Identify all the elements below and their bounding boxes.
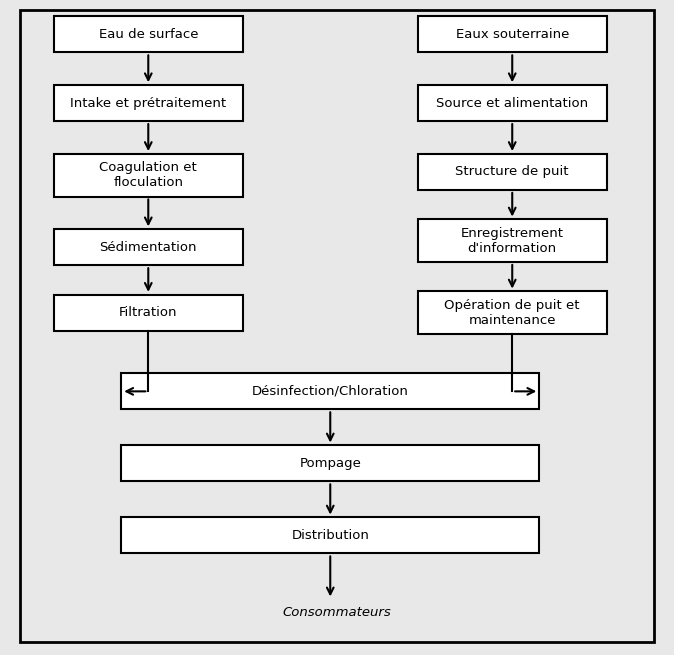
FancyBboxPatch shape [418, 154, 607, 190]
Text: Désinfection/Chloration: Désinfection/Chloration [252, 385, 408, 398]
Text: Structure de puit: Structure de puit [456, 166, 569, 178]
FancyBboxPatch shape [418, 291, 607, 334]
FancyBboxPatch shape [418, 85, 607, 121]
FancyBboxPatch shape [121, 373, 539, 409]
Text: Source et alimentation: Source et alimentation [436, 97, 588, 109]
Text: Intake et prétraitement: Intake et prétraitement [70, 97, 226, 109]
FancyBboxPatch shape [54, 85, 243, 121]
Text: Enregistrement
d'information: Enregistrement d'information [461, 227, 563, 255]
FancyBboxPatch shape [418, 16, 607, 52]
Text: Eau de surface: Eau de surface [98, 28, 198, 41]
Text: Eaux souterraine: Eaux souterraine [456, 28, 569, 41]
Text: Pompage: Pompage [299, 457, 361, 470]
FancyBboxPatch shape [54, 229, 243, 265]
Text: Filtration: Filtration [119, 307, 177, 319]
FancyBboxPatch shape [418, 219, 607, 262]
Text: Opération de puit et
maintenance: Opération de puit et maintenance [444, 299, 580, 327]
FancyBboxPatch shape [121, 445, 539, 481]
FancyBboxPatch shape [121, 517, 539, 553]
Text: Sédimentation: Sédimentation [100, 241, 197, 253]
Text: Coagulation et
floculation: Coagulation et floculation [99, 161, 197, 189]
FancyBboxPatch shape [54, 295, 243, 331]
FancyBboxPatch shape [54, 154, 243, 196]
Text: Consommateurs: Consommateurs [282, 606, 392, 619]
FancyBboxPatch shape [54, 16, 243, 52]
Text: Distribution: Distribution [291, 529, 369, 542]
